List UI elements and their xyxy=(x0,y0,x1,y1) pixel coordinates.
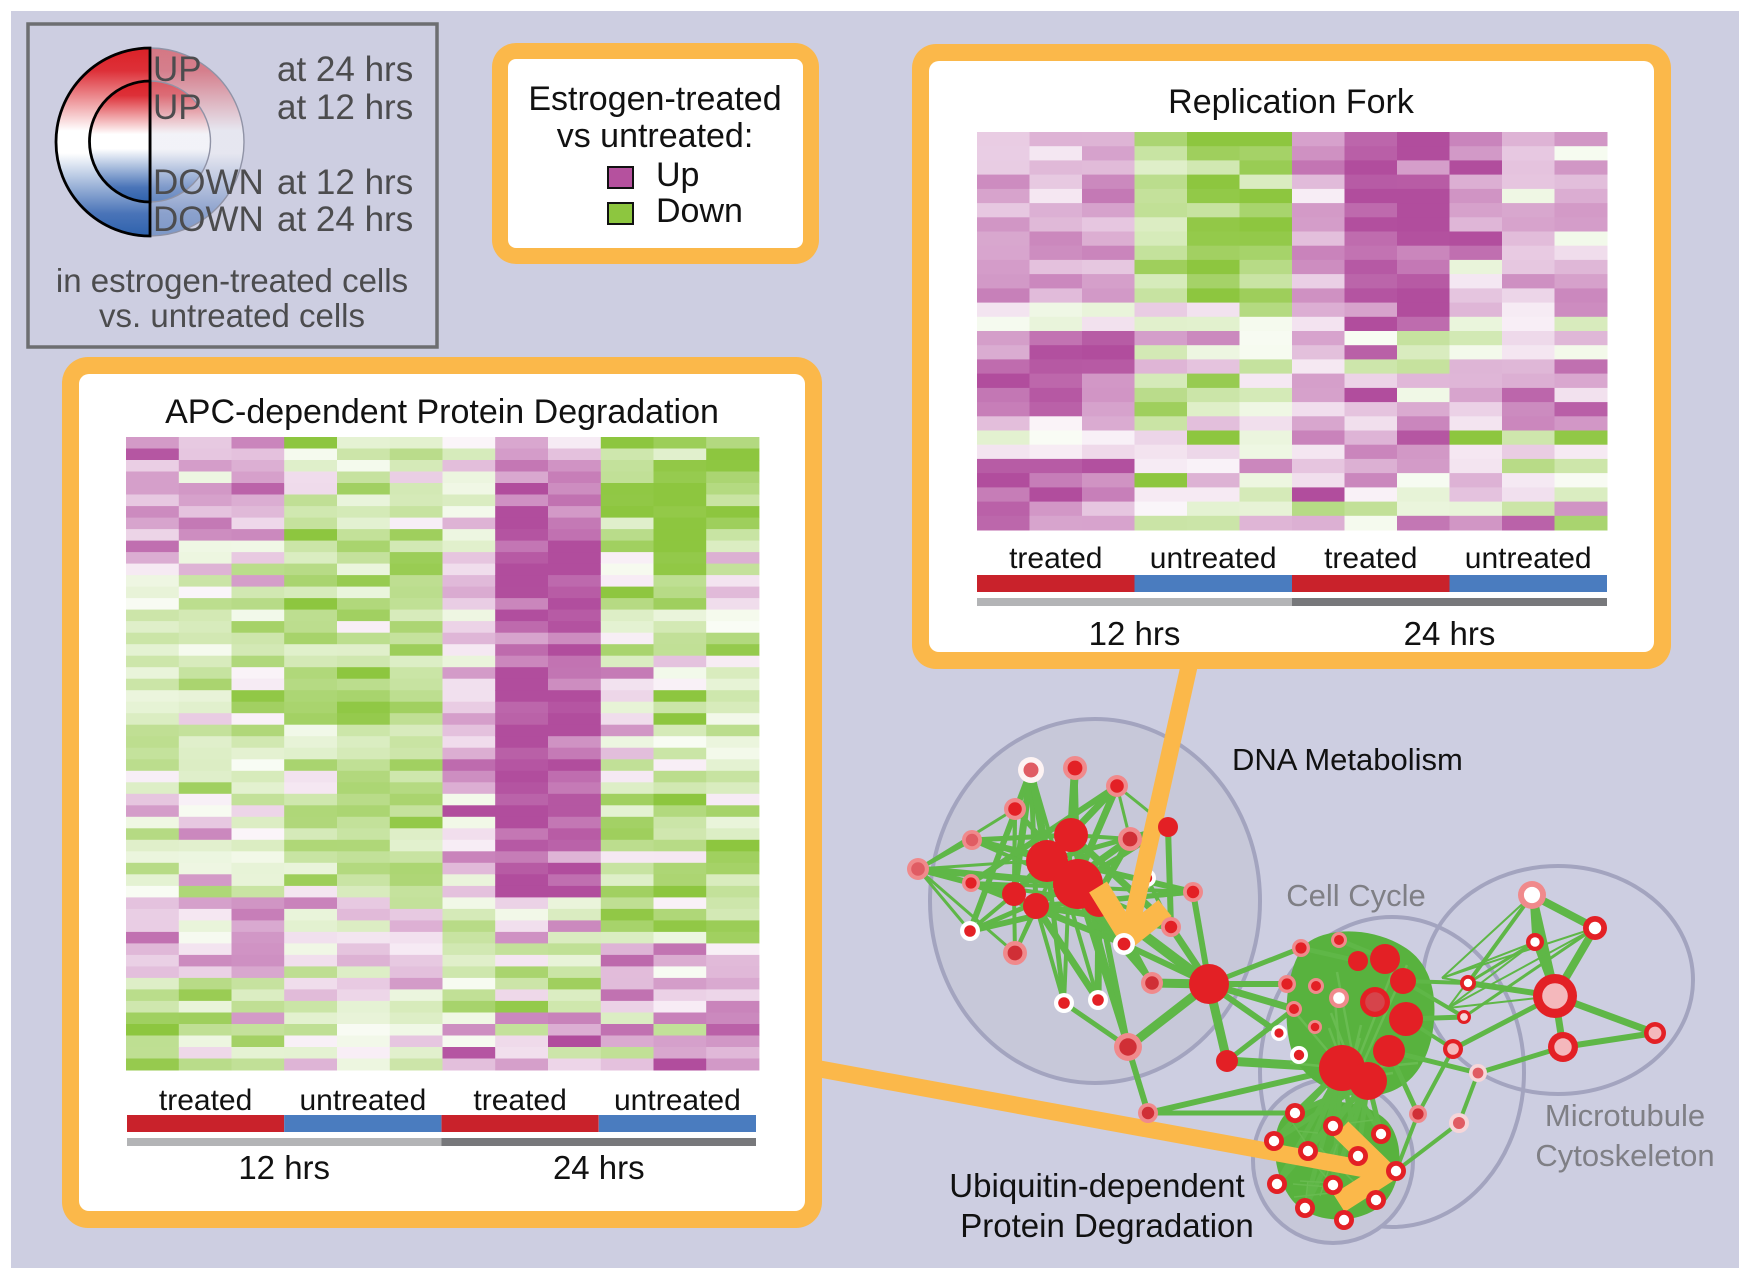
svg-text:24 hrs: 24 hrs xyxy=(1404,615,1496,652)
svg-text:Estrogen-treated: Estrogen-treated xyxy=(528,80,781,118)
svg-text:Replication Fork: Replication Fork xyxy=(1168,83,1415,121)
svg-text:DOWN: DOWN xyxy=(153,163,264,202)
svg-text:untreated: untreated xyxy=(1465,542,1592,575)
svg-text:Cytoskeleton: Cytoskeleton xyxy=(1535,1138,1714,1173)
svg-text:treated: treated xyxy=(1009,542,1102,575)
svg-text:DNA Metabolism: DNA Metabolism xyxy=(1232,742,1463,777)
svg-text:24 hrs: 24 hrs xyxy=(553,1149,645,1186)
svg-text:at 12 hrs: at 12 hrs xyxy=(277,163,413,202)
svg-text:12 hrs: 12 hrs xyxy=(1089,615,1181,652)
svg-text:Down: Down xyxy=(656,192,743,230)
svg-text:vs untreated:: vs untreated: xyxy=(557,117,754,155)
svg-text:12 hrs: 12 hrs xyxy=(238,1149,330,1186)
svg-text:Protein Degradation: Protein Degradation xyxy=(960,1207,1254,1244)
svg-text:in estrogen-treated cells: in estrogen-treated cells xyxy=(56,262,408,299)
svg-text:UP: UP xyxy=(153,50,202,89)
svg-text:at 24 hrs: at 24 hrs xyxy=(277,50,413,89)
svg-text:treated: treated xyxy=(159,1084,252,1117)
svg-text:untreated: untreated xyxy=(614,1084,741,1117)
svg-text:untreated: untreated xyxy=(1150,542,1277,575)
svg-text:untreated: untreated xyxy=(300,1084,427,1117)
svg-text:treated: treated xyxy=(1324,542,1417,575)
svg-text:vs. untreated cells: vs. untreated cells xyxy=(99,297,365,334)
svg-text:Cell Cycle: Cell Cycle xyxy=(1286,878,1426,913)
svg-text:Up: Up xyxy=(656,156,699,194)
svg-text:at 12 hrs: at 12 hrs xyxy=(277,88,413,127)
svg-text:treated: treated xyxy=(473,1084,566,1117)
svg-text:Ubiquitin-dependent: Ubiquitin-dependent xyxy=(949,1167,1244,1204)
svg-text:Microtubule: Microtubule xyxy=(1545,1098,1705,1133)
svg-text:UP: UP xyxy=(153,88,202,127)
svg-text:at 24 hrs: at 24 hrs xyxy=(277,200,413,239)
svg-text:DOWN: DOWN xyxy=(153,200,264,239)
svg-text:APC-dependent Protein Degradat: APC-dependent Protein Degradation xyxy=(165,393,719,431)
